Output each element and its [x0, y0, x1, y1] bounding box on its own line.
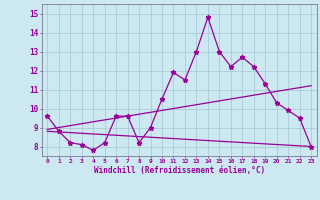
- X-axis label: Windchill (Refroidissement éolien,°C): Windchill (Refroidissement éolien,°C): [94, 166, 265, 175]
